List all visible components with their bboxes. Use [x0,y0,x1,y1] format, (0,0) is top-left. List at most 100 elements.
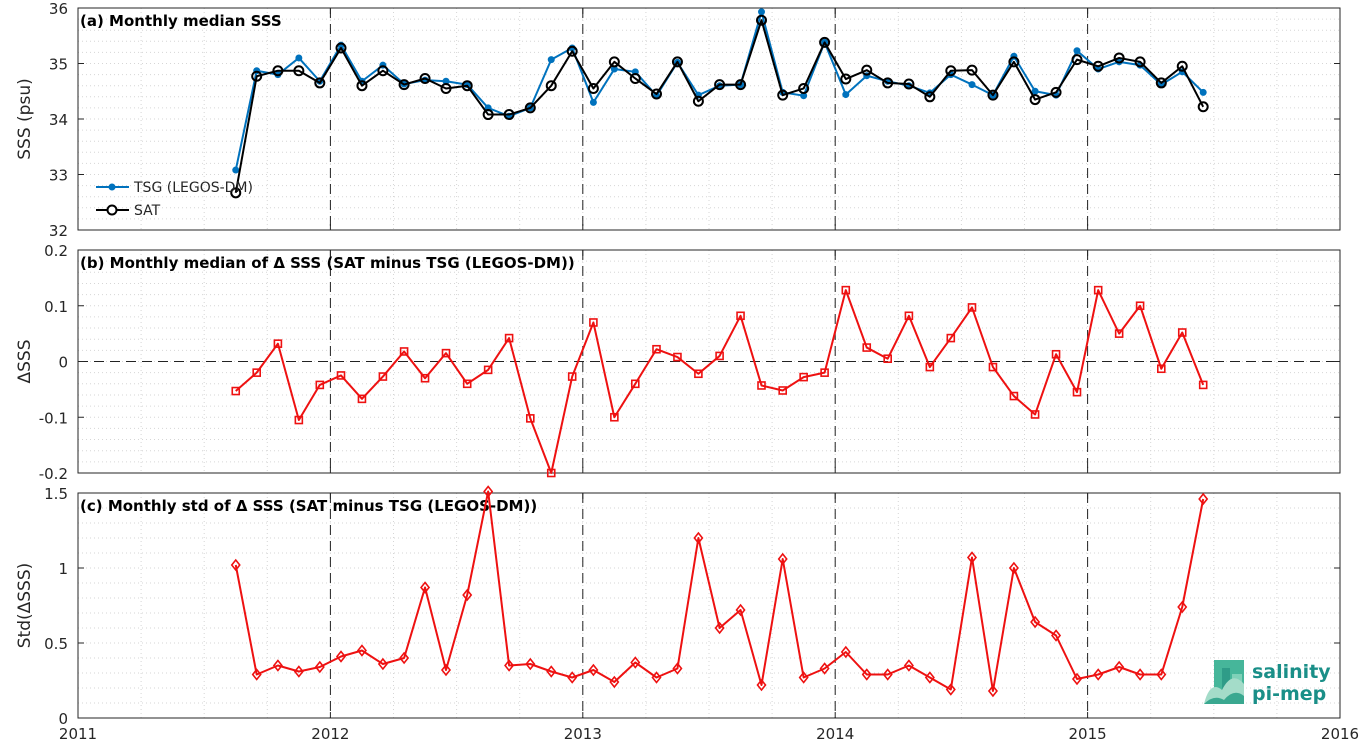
data-point [1071,672,1083,686]
data-point [946,333,956,343]
data-point [335,42,347,54]
data-point [1155,77,1167,89]
data-point [819,36,831,48]
data-point [987,89,999,101]
data-point [967,303,977,312]
data-point [335,650,347,663]
data-point [966,551,978,564]
data-point [862,343,872,352]
data-point [272,65,284,77]
data-point [295,54,303,62]
data-point [861,668,872,681]
data-point [1114,329,1124,338]
data-point [735,79,747,91]
data-point [461,80,473,92]
data-point [1029,94,1041,106]
data-point [1198,492,1209,506]
y-tick-label: 0 [58,710,68,728]
y-tick-label: 1.5 [44,485,68,503]
data-point [778,386,788,395]
data-point [1114,660,1125,674]
x-tick-label: 2015 [1069,725,1107,743]
y-tick-label: 34 [49,111,68,129]
data-point [230,187,242,199]
data-point [1113,52,1125,64]
x-tick-label: 2012 [311,725,349,743]
data-point [968,81,976,89]
data-point [503,109,515,121]
data-point [1092,60,1104,72]
data-point [800,92,808,100]
y-axis-label: ΔSSS [15,339,35,383]
series-line [234,19,1205,193]
data-point [1093,668,1104,681]
logo-line2: pi-mep [1252,683,1326,705]
data-point [820,368,829,377]
salinity-pimep-logo: salinity pi-mep [1204,660,1331,705]
data-point [567,372,577,381]
series-line [234,490,1205,692]
data-point [546,468,556,478]
data-point [440,82,452,94]
data-point [504,659,515,672]
logo-line1: salinity [1252,661,1331,683]
data-point [1031,87,1039,95]
data-point [671,56,683,68]
data-point [945,683,956,696]
data-point [293,665,304,678]
panel-a-sss: 32 33 34 35 36 SSS (psu) (a) Monthly median SS… [15,0,1341,240]
data-point [462,588,473,602]
data-point [715,351,724,361]
data-point [1051,629,1062,642]
data-point [609,675,620,689]
data-point [735,603,746,617]
data-point [882,668,893,681]
data-point [420,581,431,594]
data-point [230,558,241,572]
data-point [587,82,599,94]
data-point [693,531,704,545]
data-point [1197,101,1209,113]
data-point [1030,410,1040,419]
y-tick-label: 1 [58,560,68,578]
data-point [672,662,683,675]
data-point [1073,47,1081,55]
data-point [1008,561,1019,575]
data-point [882,77,894,89]
x-tick-label: 2016 [1321,725,1359,743]
data-point [1051,349,1061,359]
data-point [1176,60,1188,72]
data-point [798,671,809,684]
data-point [525,657,536,671]
data-point [799,372,808,382]
x-tick-label: 2011 [59,725,97,743]
y-tick-label: 33 [49,167,68,185]
data-point [714,79,726,91]
data-point [1071,54,1083,66]
y-tick-label: 0.1 [44,298,68,316]
data-point [399,651,410,665]
y-tick-label: 35 [49,56,68,74]
data-point [1198,380,1208,390]
data-point [1009,391,1019,401]
data-point [903,78,915,90]
data-point [1134,56,1146,68]
wave-logo-icon [1204,660,1244,704]
panel-title: (a) Monthly median SSS [80,12,282,30]
y-tick-label: 36 [49,0,68,18]
data-point [608,56,620,68]
data-point [293,65,305,77]
data-point [651,88,663,100]
data-point [1177,328,1187,337]
data-point [924,91,936,103]
data-point [294,415,304,425]
data-point [566,45,578,57]
data-point [755,14,767,26]
data-point [842,91,850,99]
data-point [251,70,263,82]
data-point [777,89,789,101]
y-tick-label: 0 [58,354,68,372]
data-point [252,368,261,377]
data-point [482,109,494,121]
